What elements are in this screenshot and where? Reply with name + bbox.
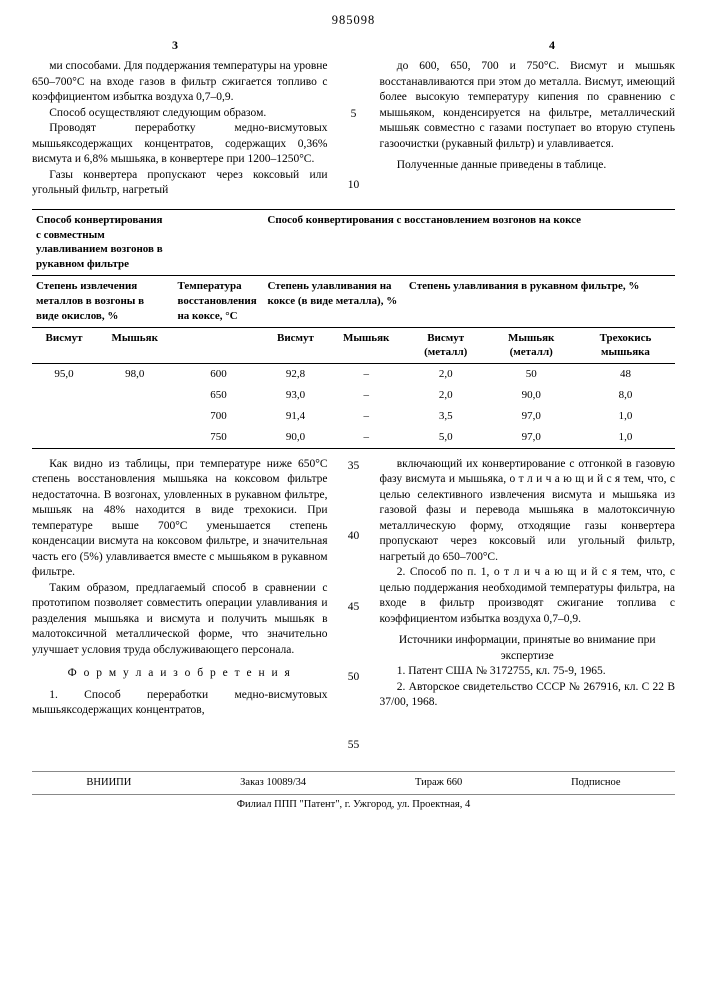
table-cell: 91,4 xyxy=(263,406,327,427)
table-row: 700 91,4 – 3,5 97,0 1,0 xyxy=(32,406,675,427)
table-cell: 1,0 xyxy=(576,406,675,427)
source-item: 2. Авторское свидетельство СССР № 267916… xyxy=(380,680,676,711)
table-cell: – xyxy=(327,385,404,406)
page-number-left: 3 xyxy=(172,37,178,53)
table-cell: 97,0 xyxy=(486,406,575,427)
table-cell: 5,0 xyxy=(405,427,487,448)
bottom-right-column: включающий их конвертирование с отгонкой… xyxy=(380,457,676,754)
table-cell: 1,0 xyxy=(576,427,675,448)
paragraph: Способ осуществляют следующим образом. xyxy=(32,106,328,122)
footer-print-run: Тираж 660 xyxy=(415,776,462,790)
table-cell: 8,0 xyxy=(576,385,675,406)
paragraph: включающий их конвертирование с отгонкой… xyxy=(380,457,676,566)
paragraph: Как видно из таблицы, при температуре ни… xyxy=(32,457,328,581)
paragraph: 2. Способ по п. 1, о т л и ч а ю щ и й с… xyxy=(380,565,676,627)
table-row: 750 90,0 – 5,0 97,0 1,0 xyxy=(32,427,675,448)
table-cell: 2,0 xyxy=(405,385,487,406)
table-cell xyxy=(32,385,96,406)
sources-block: Источники информации, принятые во вниман… xyxy=(380,633,676,711)
table-col-header xyxy=(173,327,263,364)
bottom-left-column: Как видно из таблицы, при температуре ни… xyxy=(32,457,328,754)
footer-publisher: ВНИИПИ xyxy=(86,776,131,790)
table-cell: 95,0 xyxy=(32,364,96,385)
table-subheader: Температура восстановления на коксе, °С xyxy=(173,276,263,328)
line-number: 10 xyxy=(348,178,360,194)
paragraph: ми способами. Для поддержания температур… xyxy=(32,59,328,106)
table-col-header: Мышьяк xyxy=(96,327,173,364)
table-cell xyxy=(32,427,96,448)
footer-order: Заказ 10089/34 xyxy=(240,776,306,790)
table-cell: 600 xyxy=(173,364,263,385)
paragraph: Газы конвертера пропускают через коксовы… xyxy=(32,168,328,199)
line-number-gutter: 35 40 45 50 55 xyxy=(346,457,362,754)
line-number-gutter: 5 10 xyxy=(346,59,362,199)
bottom-text-block: Как видно из таблицы, при температуре ни… xyxy=(32,457,675,754)
table-subheader: Степень извлечения металлов в возгоны в … xyxy=(32,276,173,328)
top-left-column: ми способами. Для поддержания температур… xyxy=(32,59,328,199)
page-header: 3 4 xyxy=(172,37,555,53)
formula-heading: Ф о р м у л а и з о б р е т е н и я xyxy=(32,666,328,682)
top-right-column: до 600, 650, 700 и 750°С. Висмут и мышья… xyxy=(380,59,676,199)
table-col-header: Мышьяк xyxy=(327,327,404,364)
imprint-footer: ВНИИПИ Заказ 10089/34 Тираж 660 Подписно… xyxy=(32,771,675,812)
table-cell: 2,0 xyxy=(405,364,487,385)
table-col-header: Висмут xyxy=(263,327,327,364)
paragraph: до 600, 650, 700 и 750°С. Висмут и мышья… xyxy=(380,59,676,152)
table-subheader: Степень улавливания в рукавном фильтре, … xyxy=(405,276,675,328)
table-cell: 90,0 xyxy=(486,385,575,406)
table-header: Способ конвертирования с восстановлением… xyxy=(173,209,675,275)
line-number: 55 xyxy=(348,738,360,754)
line-number: 40 xyxy=(348,529,360,545)
table-cell: 98,0 xyxy=(96,364,173,385)
table-cell: 48 xyxy=(576,364,675,385)
table-cell: 3,5 xyxy=(405,406,487,427)
table-cell: – xyxy=(327,406,404,427)
table-cell xyxy=(96,385,173,406)
top-text-block: ми способами. Для поддержания температур… xyxy=(32,59,675,199)
table-col-header: Трехокись мышьяка xyxy=(576,327,675,364)
line-number: 50 xyxy=(348,670,360,686)
table-cell: – xyxy=(327,427,404,448)
table-cell: 93,0 xyxy=(263,385,327,406)
patent-number: 985098 xyxy=(32,12,675,29)
footer-address: Филиал ППП "Патент", г. Ужгород, ул. Про… xyxy=(32,794,675,812)
paragraph: Полученные данные приведены в таблице. xyxy=(380,158,676,174)
line-number: 5 xyxy=(351,107,357,123)
table-cell: 97,0 xyxy=(486,427,575,448)
table-cell: 650 xyxy=(173,385,263,406)
table-col-header: Висмут (металл) xyxy=(405,327,487,364)
paragraph: 1. Способ переработки медно-висмутовых м… xyxy=(32,688,328,719)
table-cell: 700 xyxy=(173,406,263,427)
table-cell: 92,8 xyxy=(263,364,327,385)
results-table: Способ конвертирования с совместным улав… xyxy=(32,209,675,449)
paragraph: Проводят переработку медно-висмутовых мы… xyxy=(32,121,328,168)
table-cell: 50 xyxy=(486,364,575,385)
table-header: Способ конвертирования с совместным улав… xyxy=(32,209,173,275)
sources-heading: Источники информации, принятые во вниман… xyxy=(380,633,676,664)
table-cell xyxy=(96,427,173,448)
table-cell xyxy=(32,406,96,427)
table-row: 650 93,0 – 2,0 90,0 8,0 xyxy=(32,385,675,406)
table-row: 95,0 98,0 600 92,8 – 2,0 50 48 xyxy=(32,364,675,385)
page-number-right: 4 xyxy=(549,37,555,53)
table-col-header: Мышьяк (металл) xyxy=(486,327,575,364)
table-col-header: Висмут xyxy=(32,327,96,364)
table-subheader: Степень улавливания на коксе (в виде мет… xyxy=(263,276,404,328)
table-cell xyxy=(96,406,173,427)
table-cell: 90,0 xyxy=(263,427,327,448)
table-cell: 750 xyxy=(173,427,263,448)
source-item: 1. Патент США № 3172755, кл. 75-9, 1965. xyxy=(380,664,676,680)
footer-subscription: Подписное xyxy=(571,776,620,790)
table-cell: – xyxy=(327,364,404,385)
line-number: 45 xyxy=(348,600,360,616)
line-number: 35 xyxy=(348,459,360,475)
paragraph: Таким образом, предлагаемый способ в сра… xyxy=(32,581,328,659)
